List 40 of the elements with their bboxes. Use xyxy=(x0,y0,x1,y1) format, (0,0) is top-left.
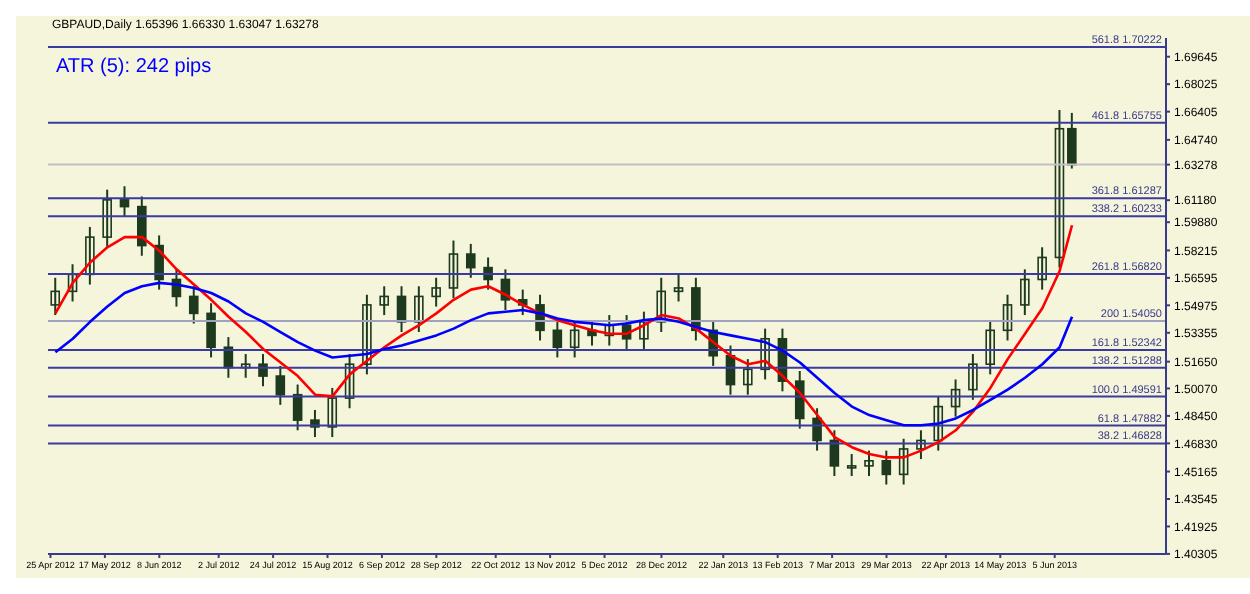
candlestick xyxy=(760,327,770,381)
candlestick xyxy=(258,353,268,388)
candlestick xyxy=(344,353,355,410)
candlestick xyxy=(448,239,459,300)
candlestick xyxy=(85,225,95,286)
candlestick xyxy=(465,242,476,279)
candlestick xyxy=(327,386,338,439)
candlestick xyxy=(67,263,78,303)
candlestick xyxy=(846,453,857,478)
candlestick xyxy=(881,449,892,486)
candlestick xyxy=(656,276,667,334)
candlestick xyxy=(362,293,372,376)
candlestick xyxy=(916,429,926,461)
candlestick xyxy=(206,302,216,359)
candlestick xyxy=(950,378,961,418)
candlestick xyxy=(898,437,909,486)
candlestick xyxy=(188,285,199,325)
candlestick xyxy=(414,285,424,334)
candlestick xyxy=(673,273,684,303)
candlestick xyxy=(240,353,251,379)
candlestick xyxy=(968,353,978,401)
annotation: ATR (5): 242 pips xyxy=(56,56,212,78)
candlestick xyxy=(985,319,995,376)
candlestick xyxy=(1002,293,1013,342)
candlestick xyxy=(569,319,580,359)
candlestick xyxy=(137,195,147,257)
candlestick xyxy=(431,276,441,308)
candlestick xyxy=(639,310,649,350)
candlestick xyxy=(552,319,563,359)
candlestick xyxy=(50,276,61,317)
candlestick xyxy=(379,285,390,317)
candlestick xyxy=(1020,268,1030,317)
candlestick xyxy=(1037,246,1047,291)
candlestick xyxy=(604,314,615,347)
candlestick xyxy=(864,449,874,478)
candlestick xyxy=(102,188,112,249)
candlestick xyxy=(119,185,130,218)
candlestick xyxy=(275,364,286,406)
candlestick xyxy=(933,395,944,452)
candlestick xyxy=(743,358,753,396)
